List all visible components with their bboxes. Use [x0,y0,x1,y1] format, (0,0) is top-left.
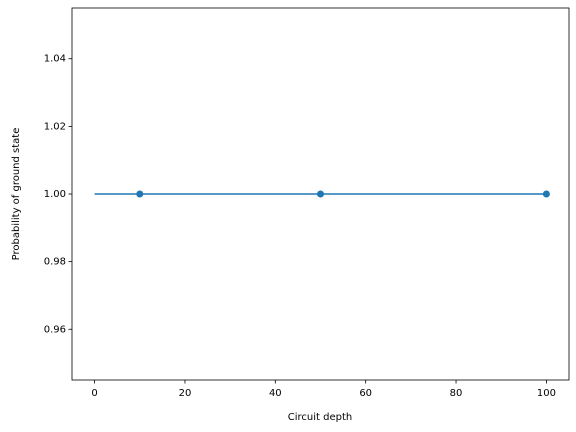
x-tick-label: 60 [359,388,372,399]
y-axis-label: Probability of ground state [11,128,22,261]
x-tick-label: 80 [450,388,463,399]
marker [136,190,144,198]
marker [317,190,324,198]
x-tick-label: 100 [537,388,556,399]
x-axis-label: Circuit depth [288,412,352,423]
y-tick-label: 1.02 [44,121,66,132]
x-tick-label: 20 [179,388,192,399]
y-tick-label: 1.00 [44,189,66,200]
y-tick-label: 0.96 [44,324,66,335]
y-tick-label: 0.98 [44,257,66,268]
x-tick-label: 0 [91,388,97,399]
x-tick-label: 40 [269,388,282,399]
plot-frame [71,7,570,381]
y-tick-label: 1.04 [44,54,66,65]
marker [542,190,550,198]
